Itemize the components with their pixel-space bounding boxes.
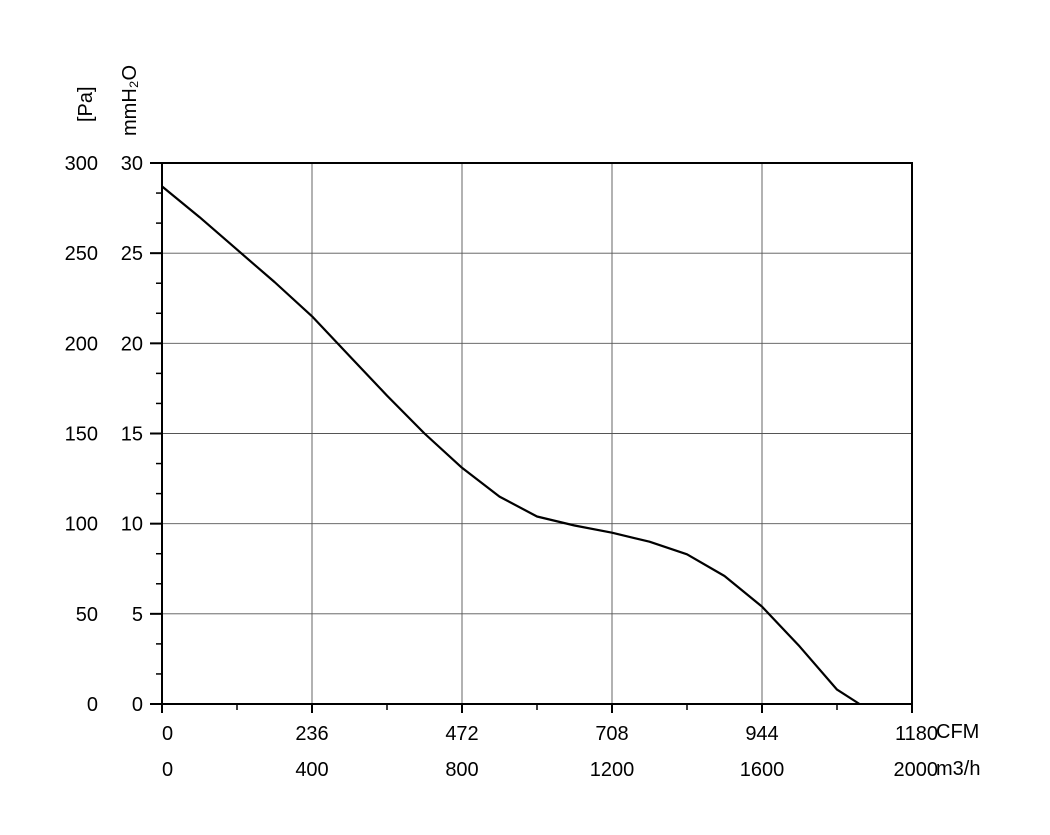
y-tick-label-mmh2o: 5: [132, 604, 143, 626]
x-tick-label-cfm: 472: [445, 723, 478, 745]
x-tick-label-m3h: 1600: [740, 759, 785, 781]
y-tick-label-pa: 150: [65, 424, 98, 446]
x-tick-label-cfm: 708: [595, 723, 628, 745]
y-tick-label-mmh2o: 20: [121, 333, 143, 355]
y-tick-label-mmh2o: 10: [121, 514, 143, 536]
plot-area-frame: [161, 162, 913, 705]
y-tick-label-pa: 50: [76, 604, 98, 626]
minor-ticks: [150, 162, 913, 713]
x-axis-label-cfm: CFM: [936, 721, 979, 743]
x-tick-label-m3h: 2000: [894, 759, 939, 781]
y-tick-label-mmh2o: 15: [121, 424, 143, 446]
grid-lines: [150, 163, 912, 704]
x-tick-label-m3h: 0: [162, 759, 173, 781]
x-tick-label-cfm: 0: [162, 723, 173, 745]
x-tick-label-cfm: 1180: [895, 723, 938, 745]
y-tick-label-pa: 100: [65, 514, 98, 536]
y-axis-label-mmh2o: mmH₂O: [119, 65, 141, 136]
x-tick-label-m3h: 800: [445, 759, 478, 781]
x-tick-label-m3h: 1200: [590, 759, 635, 781]
pressure-flow-curve: [161, 185, 861, 705]
y-tick-label-pa: 200: [65, 333, 98, 355]
x-axis-label-m3h: m3/h: [936, 758, 980, 780]
y-axis-label-pa: [Pa]: [75, 86, 97, 122]
y-tick-label-pa: 0: [87, 694, 98, 716]
y-tick-label-mmh2o: 0: [132, 694, 143, 716]
x-tick-label-m3h: 400: [295, 759, 328, 781]
y-tick-label-mmh2o: 30: [121, 153, 143, 175]
y-tick-label-pa: 250: [65, 243, 98, 265]
y-tick-label-pa: 300: [65, 153, 98, 175]
x-tick-label-cfm: 236: [295, 723, 328, 745]
y-tick-label-mmh2o: 25: [121, 243, 143, 265]
x-tick-label-cfm: 944: [745, 723, 778, 745]
